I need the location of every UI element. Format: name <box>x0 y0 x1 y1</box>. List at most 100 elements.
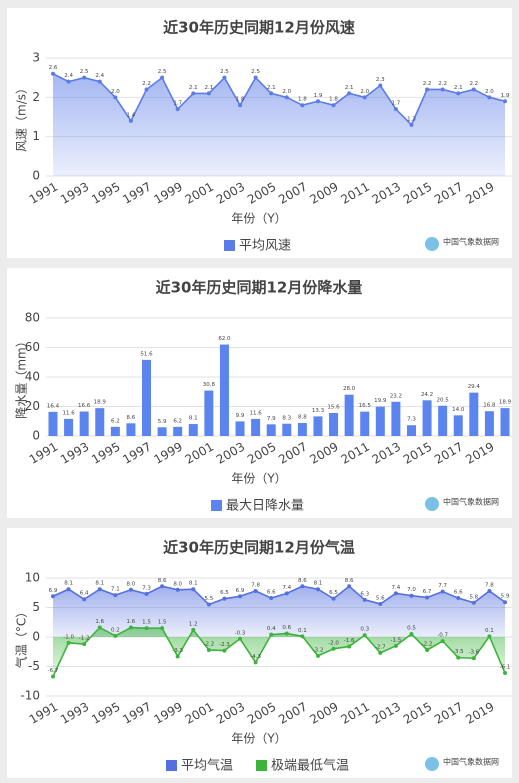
point <box>144 591 149 596</box>
bar <box>110 426 120 436</box>
point <box>160 75 165 80</box>
x-tick-label: 2015 <box>401 700 434 727</box>
point <box>191 587 196 592</box>
value-label: -3.2 <box>313 647 324 653</box>
bar <box>438 405 448 436</box>
value-label: 11.6 <box>62 410 75 416</box>
value-label: -6.7 <box>48 668 59 674</box>
value-label: 6.7 <box>423 589 432 595</box>
point <box>238 594 243 599</box>
y-tick-label: -5 <box>28 659 40 673</box>
value-label: 8.6 <box>158 578 167 584</box>
value-label: 7.3 <box>407 417 416 423</box>
legend-label: 最大日降水量 <box>226 499 304 514</box>
point <box>97 79 102 84</box>
point <box>206 602 211 607</box>
point <box>253 660 258 665</box>
value-label: 30.8 <box>203 382 216 388</box>
value-label: 1.8 <box>329 97 338 103</box>
source-icon <box>425 237 439 251</box>
x-tick-label: 1999 <box>151 700 184 727</box>
point <box>128 587 133 592</box>
bar <box>266 424 276 436</box>
point <box>393 643 398 648</box>
value-label: 2.2 <box>469 81 478 87</box>
value-label: -3.5 <box>453 649 464 655</box>
value-label: -1.6 <box>344 638 355 644</box>
x-tick-label: 1991 <box>27 440 60 467</box>
point <box>66 640 71 645</box>
point <box>503 600 507 605</box>
point <box>378 601 383 606</box>
point <box>331 103 336 108</box>
x-tick-label: 2001 <box>183 440 216 467</box>
point <box>191 91 196 96</box>
value-label: 8.6 <box>345 578 354 584</box>
value-label: 0.2 <box>111 627 120 633</box>
value-label: 2.5 <box>220 69 229 75</box>
value-label: 0.3 <box>360 627 369 633</box>
value-label: 7.1 <box>111 587 120 593</box>
point <box>82 597 87 602</box>
value-label: 2.0 <box>485 89 494 95</box>
x-tick-label: 1995 <box>89 440 122 467</box>
value-label: 29.4 <box>468 384 481 390</box>
chart-panel: 近30年历史同期12月份气温气温（°C）年份（Y）-10-50510199119… <box>7 528 512 778</box>
point <box>128 625 133 630</box>
value-label: 1.5 <box>142 620 151 626</box>
point <box>206 647 211 652</box>
point <box>315 653 320 658</box>
value-label: 2.5 <box>251 69 260 75</box>
value-label: 2.3 <box>376 77 385 83</box>
x-tick-label: 1999 <box>151 180 184 207</box>
point <box>378 650 383 655</box>
value-label: 1.7 <box>392 101 401 107</box>
point <box>300 103 305 108</box>
value-label: 1.6 <box>95 619 104 625</box>
point <box>440 639 445 644</box>
point <box>269 632 274 637</box>
point <box>347 584 352 589</box>
x-tick-label: 1999 <box>151 440 184 467</box>
area <box>53 627 505 677</box>
x-tick-label: 2007 <box>276 700 309 727</box>
bar <box>329 412 339 436</box>
value-label: 16.4 <box>47 403 60 409</box>
bar <box>313 416 323 436</box>
point <box>487 588 492 593</box>
x-tick-label: 1993 <box>58 700 91 727</box>
point <box>51 71 55 76</box>
x-tick-label: 1991 <box>27 180 60 207</box>
value-label: 16.6 <box>78 403 91 409</box>
chart-title: 近30年历史同期12月份风速 <box>163 19 355 37</box>
x-tick-label: 1995 <box>89 180 122 207</box>
source-label: 中国气象数据网 <box>443 497 499 507</box>
point <box>284 95 289 100</box>
value-label: 5.5 <box>204 596 213 602</box>
source-label: 中国气象数据网 <box>443 237 499 247</box>
value-label: 51.6 <box>140 351 153 357</box>
value-label: 7.8 <box>251 582 260 588</box>
value-label: 1.2 <box>189 621 198 627</box>
point <box>362 95 367 100</box>
x-tick-label: 2007 <box>276 440 309 467</box>
value-label: 7.7 <box>438 583 447 589</box>
x-axis-label: 年份（Y） <box>231 472 286 486</box>
x-tick-label: 2017 <box>432 440 465 467</box>
legend-swatch <box>211 500 222 511</box>
value-label: 0.6 <box>282 625 291 631</box>
bar <box>142 359 152 436</box>
value-label: 6.9 <box>236 588 245 594</box>
value-label: -3.3 <box>172 648 183 654</box>
x-tick-label: 2013 <box>370 700 403 727</box>
value-label: 13.3 <box>312 408 325 414</box>
legend-label: 极端最低气温 <box>271 758 349 774</box>
point <box>113 95 118 100</box>
value-label: 1.5 <box>158 620 167 626</box>
value-label: 1.8 <box>236 97 245 103</box>
value-label: 1.3 <box>407 116 416 122</box>
x-tick-label: 1993 <box>58 440 91 467</box>
point <box>222 648 227 653</box>
